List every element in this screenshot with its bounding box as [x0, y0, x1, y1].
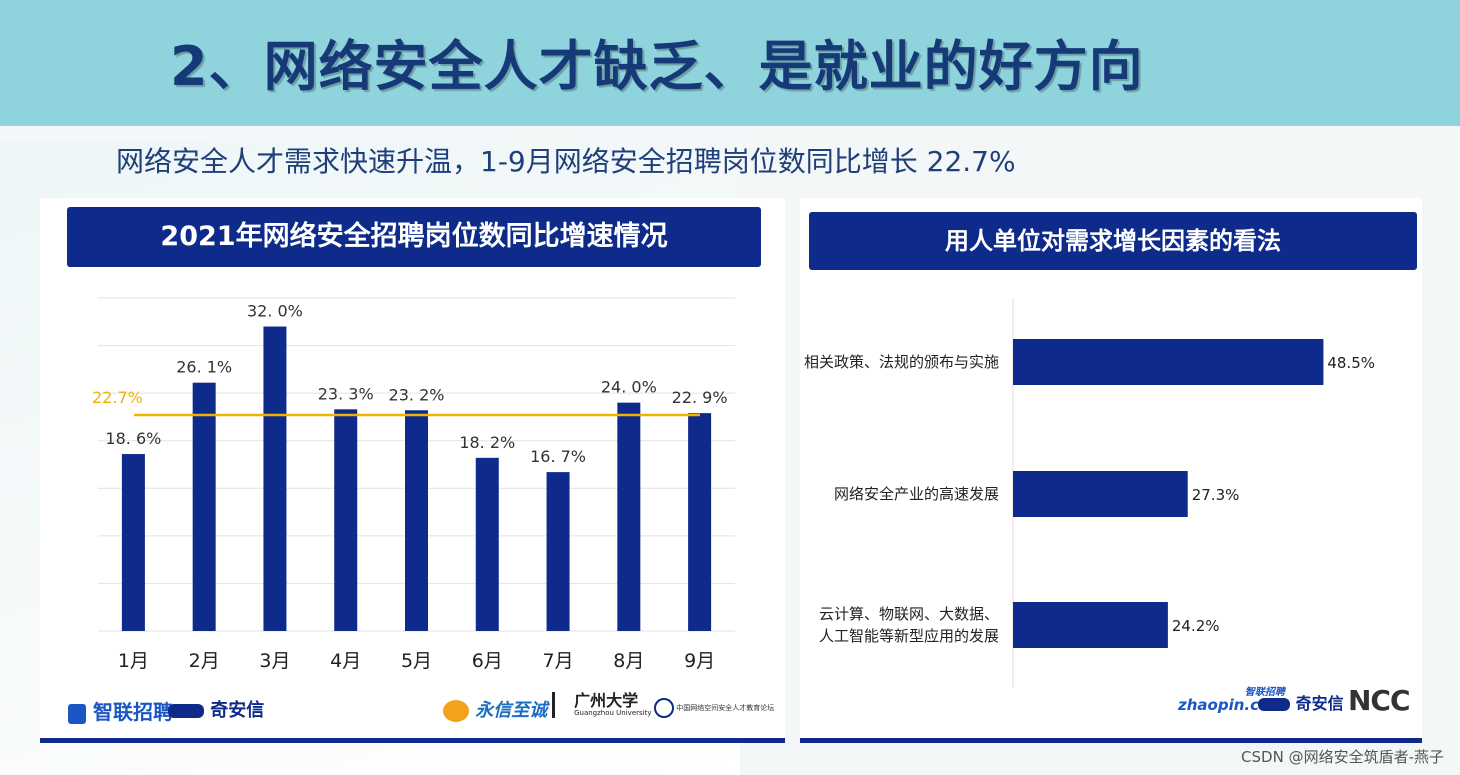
chart-bar [1013, 339, 1324, 385]
data-label: 48.5% [1327, 354, 1375, 372]
data-label: 16. 7% [530, 447, 586, 466]
qianxin-logo-right: 奇安信 [1258, 690, 1344, 714]
x-tick-label: 7月 [543, 650, 574, 672]
x-tick-label: 5月 [401, 650, 432, 672]
csdn-watermark: CSDN @网络安全筑盾者-燕子 [1241, 748, 1444, 766]
chart-bar [546, 472, 570, 631]
growth-chart-title: 2021年网络安全招聘岗位数同比增速情况 [67, 207, 761, 267]
chart-bar [405, 410, 428, 631]
x-tick-label: 3月 [259, 650, 290, 672]
reference-line-label: 22.7% [92, 388, 143, 407]
x-tick-label: 9月 [684, 650, 715, 672]
panel-bottom-rule-right [800, 738, 1422, 743]
data-label: 32. 0% [247, 302, 303, 321]
panel-bottom-rule [40, 738, 785, 743]
data-label: 27.3% [1192, 486, 1240, 504]
factors-chart-title: 用人单位对需求增长因素的看法 [809, 212, 1417, 270]
yongxin-logo-mark [443, 700, 469, 722]
chart-bar [334, 409, 358, 631]
alliance-logo: 中国网络空间安全人才教育论坛 [654, 698, 774, 718]
chart-bar [263, 326, 287, 631]
x-tick-label: 4月 [330, 650, 361, 672]
zhilian-logo: 智联招聘 [68, 696, 173, 725]
x-tick-label: 1月 [118, 650, 149, 672]
y-tick-label: 人工智能等新型应用的发展 [819, 627, 999, 645]
title-banner: 2、网络安全人才缺乏、是就业的好方向 [0, 0, 1460, 126]
y-tick-label: 网络安全产业的高速发展 [834, 485, 999, 503]
data-label: 18. 6% [105, 429, 161, 448]
x-tick-label: 6月 [472, 650, 503, 672]
data-label: 24. 0% [601, 378, 657, 397]
growth-bar-chart: 18. 6% 1月 26. 1% 2月 32. 0% 3月 23. 3% 4月 23. 2% 5月… [92, 297, 735, 672]
qianxin-logo: 奇安信 [168, 696, 264, 722]
x-tick-label: 2月 [189, 650, 220, 672]
data-label: 24.2% [1172, 617, 1220, 635]
yongxin-logo: 永信至诚 [443, 696, 547, 722]
zhilian-logo-mark [68, 703, 86, 724]
page-subtitle: 网络安全人才需求快速升温，1-9月网络安全招聘岗位数同比增长 22.7% [116, 145, 1016, 178]
alliance-logo-mark [654, 698, 674, 718]
chart-bar [1013, 471, 1188, 517]
data-label: 18. 2% [459, 433, 515, 452]
chart-bar [617, 402, 641, 631]
gzu-logo-mark [552, 692, 569, 718]
chart-bar [688, 413, 712, 631]
chart-bar [192, 382, 216, 631]
chart-bar [121, 454, 145, 631]
growth-chart-panel: 2021年网络安全招聘岗位数同比增速情况 18. 6% 1月 26. 1% 2月 32.… [40, 198, 785, 743]
y-tick-label: 云计算、物联网、大数据、 [819, 605, 999, 623]
qianxin-logo-mark [168, 704, 204, 718]
data-label: 26. 1% [176, 358, 232, 377]
chart-bar [475, 457, 499, 631]
qianxin-logo-mark-right [1258, 698, 1290, 711]
data-label: 23. 2% [389, 385, 445, 404]
y-tick-label: 相关政策、法规的颁布与实施 [804, 353, 999, 371]
ncc-logo: NCC [1348, 684, 1411, 717]
data-label: 22. 9% [672, 388, 728, 407]
gzu-logo: 广州大学 Guangzhou University [552, 692, 652, 718]
chart-bar [1013, 602, 1168, 648]
x-tick-label: 8月 [613, 650, 644, 672]
factors-chart-panel: 用人单位对需求增长因素的看法 48.5% 相关政策、法规的颁布与实施 27.3% 网络… [800, 198, 1422, 743]
page-title: 2、网络安全人才缺乏、是就业的好方向 [170, 35, 1144, 98]
factors-bar-chart: 48.5% 相关政策、法规的颁布与实施 27.3% 网络安全产业的高速发展 24.2% 云… [804, 298, 1375, 688]
data-label: 23. 3% [318, 384, 374, 403]
